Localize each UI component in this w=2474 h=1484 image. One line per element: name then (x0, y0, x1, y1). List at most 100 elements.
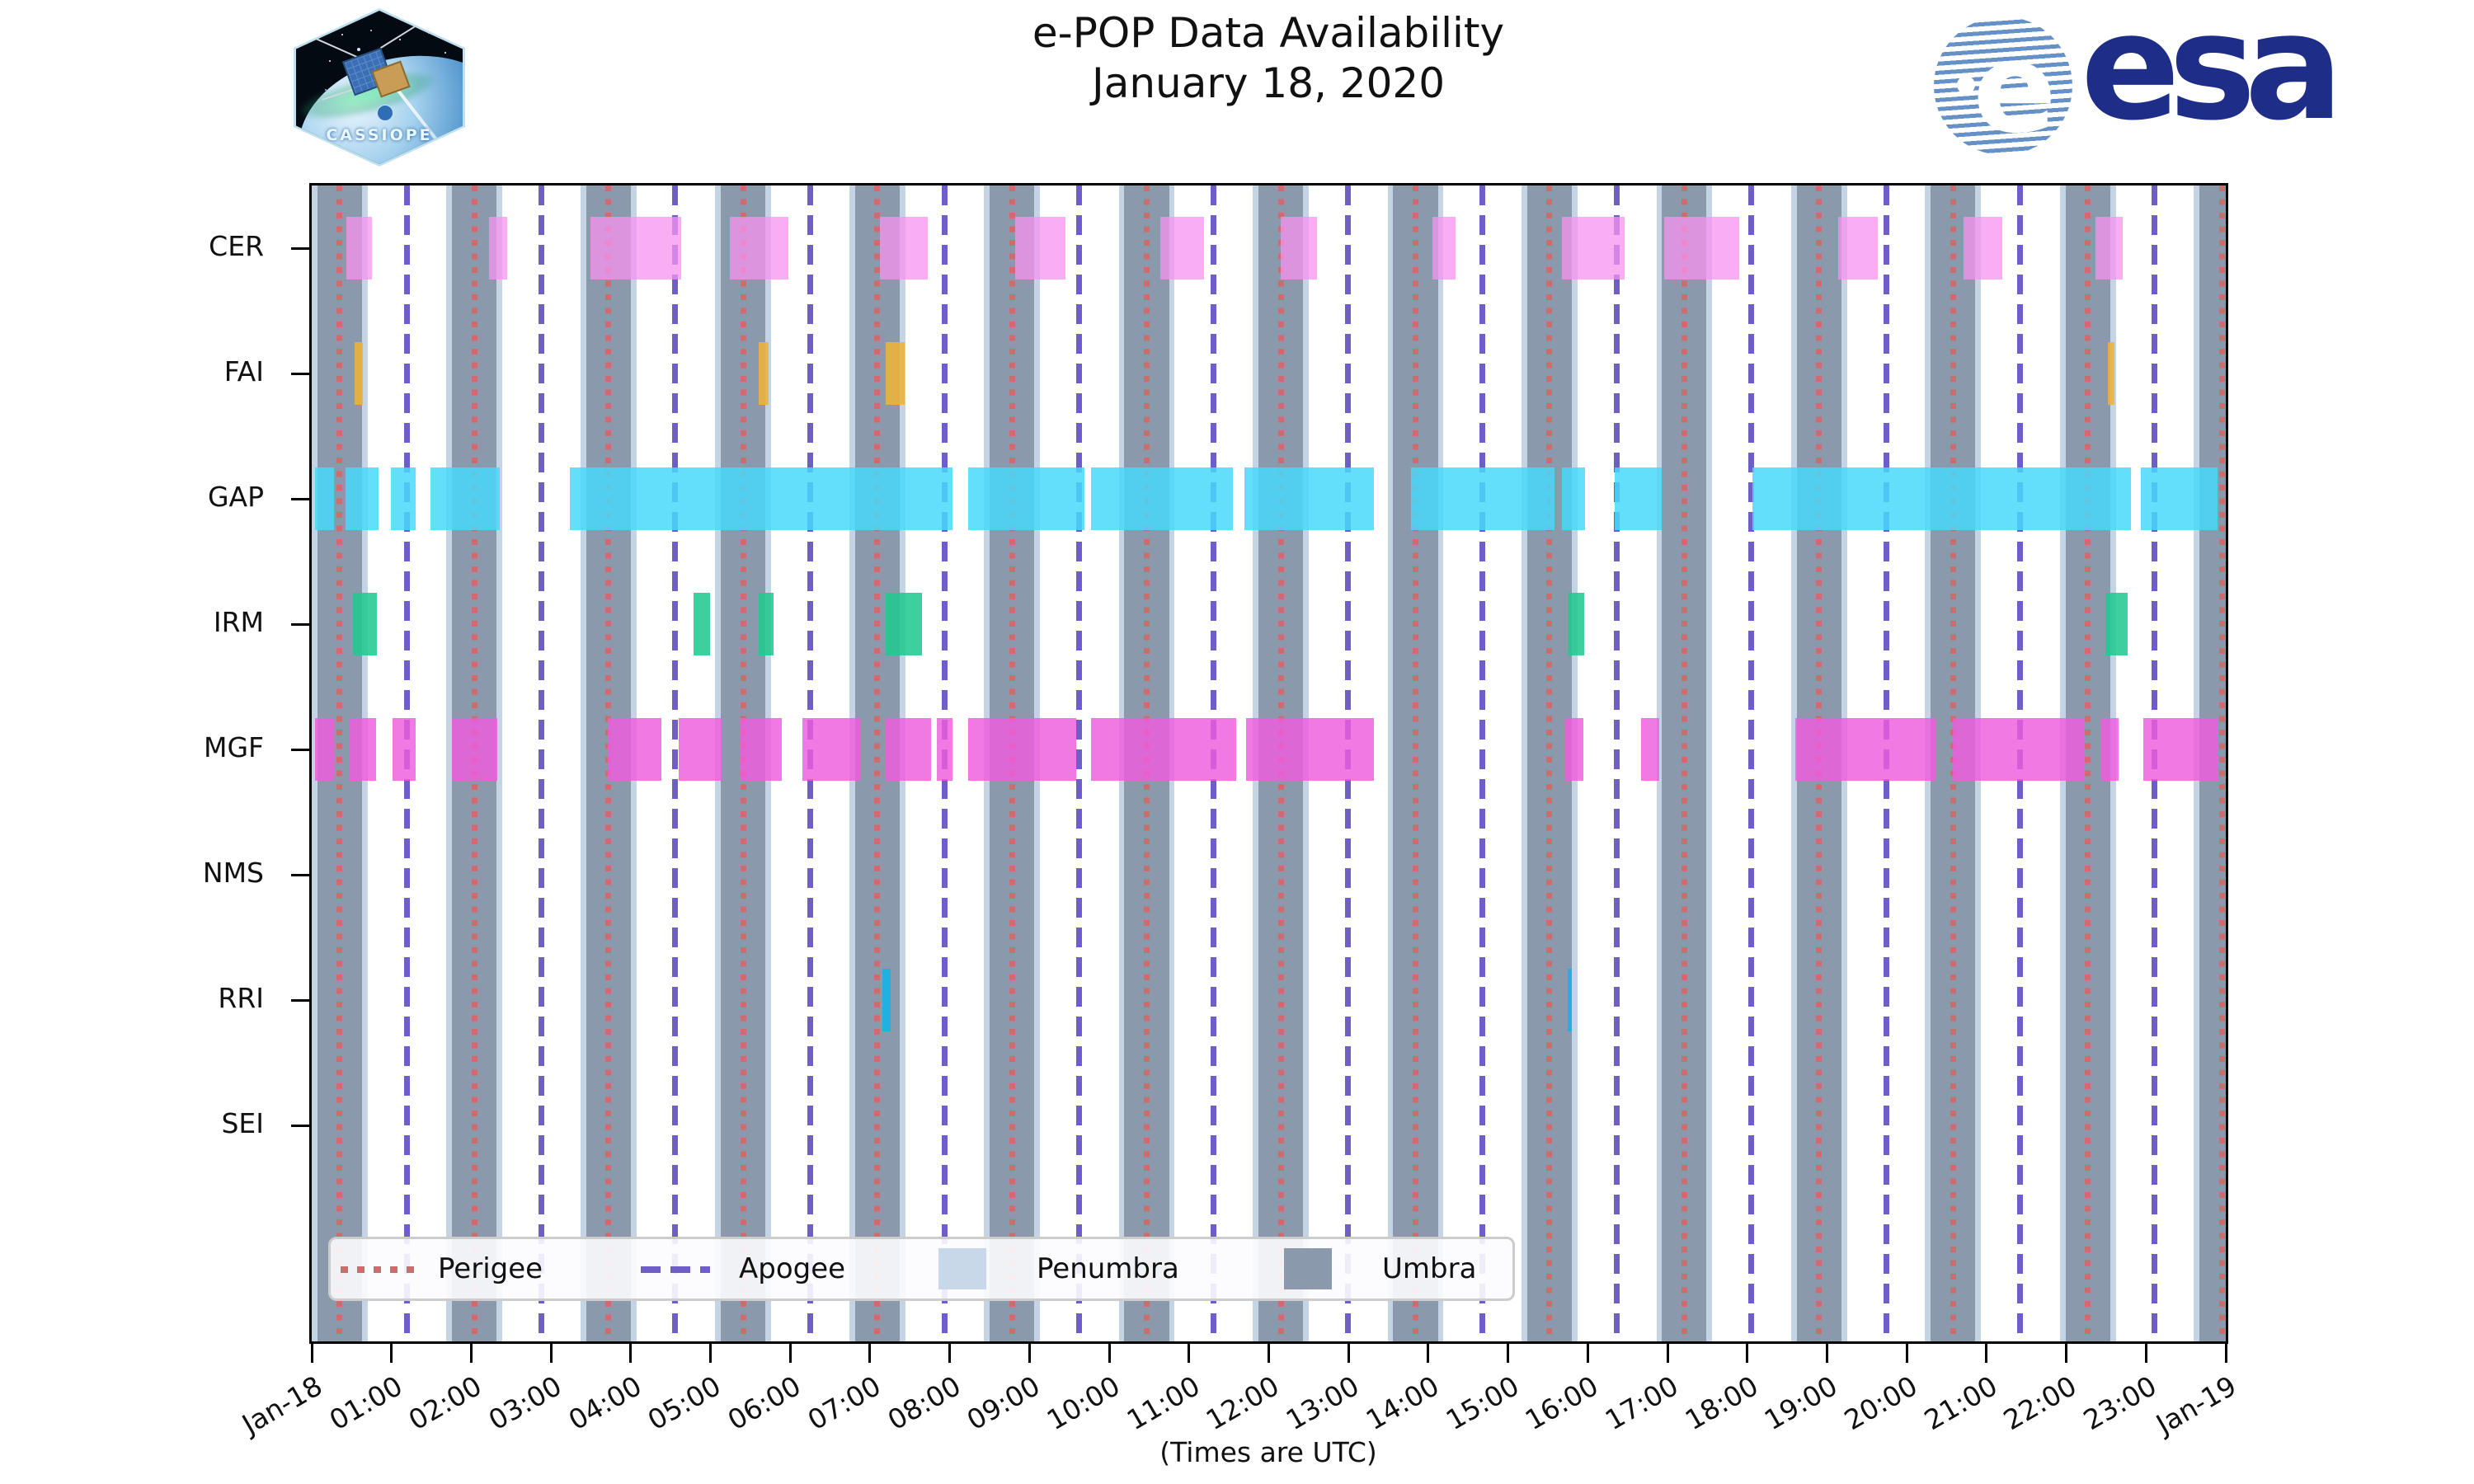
x-tick (2224, 1341, 2227, 1363)
y-axis-label-FAI: FAI (223, 355, 264, 388)
x-axis-label: 02:00 (403, 1369, 487, 1437)
availability-bar-MGF (2101, 718, 2119, 782)
legend-label-apogee: Apogee (739, 1252, 846, 1285)
availability-bar-MGF (1953, 718, 2085, 782)
perigee-line (1412, 186, 1418, 1341)
x-tick (1268, 1341, 1270, 1363)
availability-bar-MGF (1565, 718, 1583, 782)
availability-bar-CER (879, 217, 928, 280)
x-tick (1825, 1341, 1828, 1363)
y-axis-label-NMS: NMS (202, 857, 264, 890)
x-axis-label: 19:00 (1759, 1369, 1843, 1437)
apogee-line (1075, 186, 1082, 1341)
x-axis-label: 03:00 (482, 1369, 567, 1437)
availability-bar-FAI (2107, 342, 2114, 406)
x-axis-label: 05:00 (642, 1369, 727, 1437)
legend-label-perigee: Perigee (438, 1252, 543, 1285)
x-tick (1507, 1341, 1510, 1363)
x-tick (1666, 1341, 1669, 1363)
x-tick (1347, 1341, 1350, 1363)
availability-bar-IRM (1568, 593, 1585, 656)
x-tick (1427, 1341, 1430, 1363)
availability-bar-GAP (1752, 467, 2131, 531)
availability-bar-MGF (1794, 718, 1935, 782)
x-tick (310, 1341, 313, 1363)
x-tick (469, 1341, 473, 1363)
x-tick (868, 1341, 872, 1363)
availability-bar-MGF (802, 718, 861, 782)
y-axis-label-RRI: RRI (218, 982, 264, 1015)
availability-bar-CER (590, 217, 681, 280)
x-axis-label: Jan-18 (237, 1369, 328, 1441)
y-axis-label-CER: CER (209, 230, 264, 263)
availability-bar-MGF (2143, 718, 2219, 782)
y-tick (291, 372, 309, 375)
availability-bar-IRM (353, 593, 378, 656)
perigee-line (2085, 186, 2091, 1341)
availability-bar-IRM (2105, 593, 2128, 656)
availability-bar-MGF (1090, 718, 1236, 782)
availability-bar-MGF (1246, 718, 1375, 782)
x-axis-label: 07:00 (802, 1369, 887, 1437)
x-tick (1985, 1341, 1988, 1363)
availability-bar-GAP (2141, 467, 2218, 531)
availability-bar-FAI (758, 342, 769, 406)
legend-apogee-sample (641, 1266, 710, 1273)
y-tick (291, 1124, 309, 1127)
chart-header: e-POP Data Availability January 18, 2020 (1032, 8, 1504, 109)
availability-bar-MGF (678, 718, 723, 782)
availability-bar-IRM (694, 593, 710, 656)
esa-wordmark: esa (2081, 0, 2344, 153)
availability-bar-CER (1281, 217, 1318, 280)
x-axis-label: Jan-19 (2151, 1369, 2242, 1441)
availability-bar-MGF (452, 718, 498, 782)
x-axis-label: 10:00 (1041, 1369, 1126, 1437)
agency-roundel-icon (377, 105, 393, 121)
x-axis-label: 14:00 (1360, 1369, 1445, 1437)
cassiope-label: CASSIOPE (326, 126, 433, 144)
availability-bar-GAP (430, 467, 501, 531)
x-tick (709, 1341, 713, 1363)
y-tick (291, 497, 309, 500)
apogee-line (1613, 186, 1620, 1341)
availability-bar-CER (1664, 217, 1740, 280)
perigee-line (336, 186, 343, 1341)
legend-label-penumbra: Penumbra (1037, 1252, 1179, 1285)
availability-bar-IRM (758, 593, 774, 656)
apogee-line (1748, 186, 1755, 1341)
x-tick (1108, 1341, 1111, 1363)
y-axis-label-IRM: IRM (213, 606, 264, 639)
x-tick (1188, 1341, 1191, 1363)
availability-bar-RRI (882, 969, 891, 1032)
availability-bar-GAP (390, 467, 416, 531)
x-tick (948, 1341, 952, 1363)
y-tick (291, 748, 309, 751)
availability-bar-GAP (1410, 467, 1554, 531)
plot-area (312, 186, 2226, 1341)
x-tick (2144, 1341, 2147, 1363)
x-tick (1746, 1341, 1749, 1363)
x-tick (1905, 1341, 1908, 1363)
x-axis-label: 13:00 (1280, 1369, 1365, 1437)
availability-bar-GAP (1244, 467, 1375, 531)
x-axis-label: 09:00 (962, 1369, 1046, 1437)
x-axis-label: 04:00 (562, 1369, 647, 1437)
x-axis-label: 08:00 (882, 1369, 967, 1437)
esa-logo: e esa (1934, 0, 2344, 160)
availability-bar-GAP (345, 467, 379, 531)
starfield (321, 27, 322, 29)
legend-umbra-patch (1284, 1248, 1332, 1289)
availability-bar-IRM (886, 593, 922, 656)
availability-bar-GAP (314, 467, 335, 531)
y-tick (291, 622, 309, 626)
availability-bar-MGF (937, 718, 952, 782)
availability-bar-GAP (1090, 467, 1233, 531)
x-tick (1586, 1341, 1589, 1363)
x-axis-label: 06:00 (722, 1369, 807, 1437)
availability-bar-MGF (967, 718, 1077, 782)
availability-bar-CER (1159, 217, 1205, 280)
perigee-line (874, 186, 881, 1341)
x-axis-label: 21:00 (1918, 1369, 2003, 1437)
x-axis-label: 20:00 (1838, 1369, 1923, 1437)
